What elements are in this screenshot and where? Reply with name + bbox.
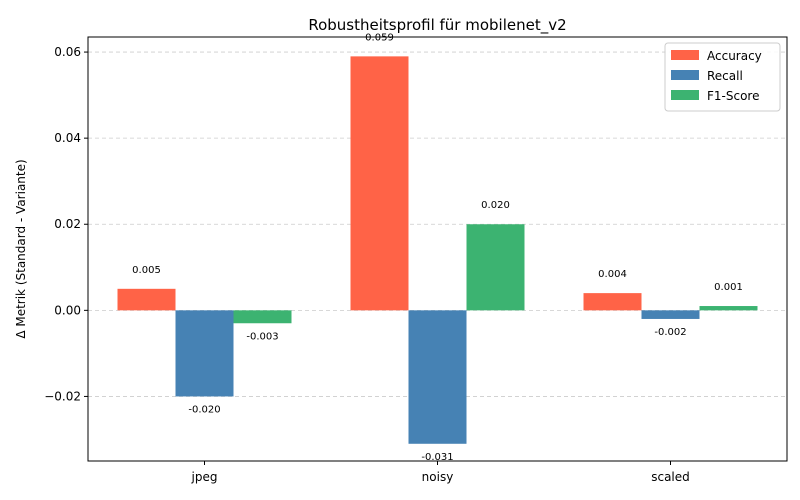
x-axis-ticks: jpeg noisy scaled	[191, 461, 690, 484]
bars	[117, 56, 758, 444]
x-tick-label: jpeg	[191, 470, 218, 484]
bar-f1-score-noisy	[466, 224, 525, 311]
data-label: -0.002	[654, 327, 686, 338]
data-label: 0.004	[598, 269, 627, 280]
data-label: -0.031	[421, 452, 453, 463]
bar-accuracy-jpeg	[117, 288, 176, 311]
bar-accuracy-scaled	[583, 293, 642, 311]
y-tick-label: 0.06	[54, 45, 81, 59]
legend-label: F1-Score	[707, 89, 759, 103]
chart-title: Robustheitsprofil für mobilenet_v2	[308, 16, 566, 35]
y-tick-label: 0.00	[54, 303, 81, 317]
data-label: -0.020	[188, 404, 220, 415]
legend-label: Accuracy	[707, 49, 762, 63]
legend-swatch	[671, 90, 699, 100]
y-axis-ticks: −0.02 0.00 0.02 0.04 0.06	[44, 45, 88, 403]
data-label: 0.005	[132, 265, 161, 276]
bar-recall-scaled	[641, 310, 700, 319]
legend: Accuracy Recall F1-Score	[664, 42, 781, 112]
data-label: 0.059	[365, 32, 394, 43]
legend-swatch	[671, 50, 699, 60]
data-label: 0.020	[481, 200, 510, 211]
data-label: -0.003	[246, 331, 278, 342]
legend-label: Recall	[707, 69, 743, 83]
x-tick-label: noisy	[422, 470, 454, 484]
y-tick-label: −0.02	[44, 389, 81, 403]
data-label: 0.001	[714, 282, 743, 293]
bar-f1-score-scaled	[699, 306, 758, 311]
y-tick-label: 0.04	[54, 131, 81, 145]
bar-f1-score-jpeg	[233, 310, 292, 324]
data-labels: 0.005 0.059 0.004 -0.020 -0.031 -0.002 -0.003 0…	[132, 32, 743, 462]
bar-accuracy-noisy	[350, 56, 409, 311]
bar-recall-jpeg	[175, 310, 234, 397]
legend-swatch	[671, 70, 699, 80]
y-axis-label: Δ Metrik (Standard - Variante)	[14, 159, 28, 338]
bar-recall-noisy	[408, 310, 467, 444]
y-tick-label: 0.02	[54, 217, 81, 231]
x-tick-label: scaled	[651, 470, 690, 484]
